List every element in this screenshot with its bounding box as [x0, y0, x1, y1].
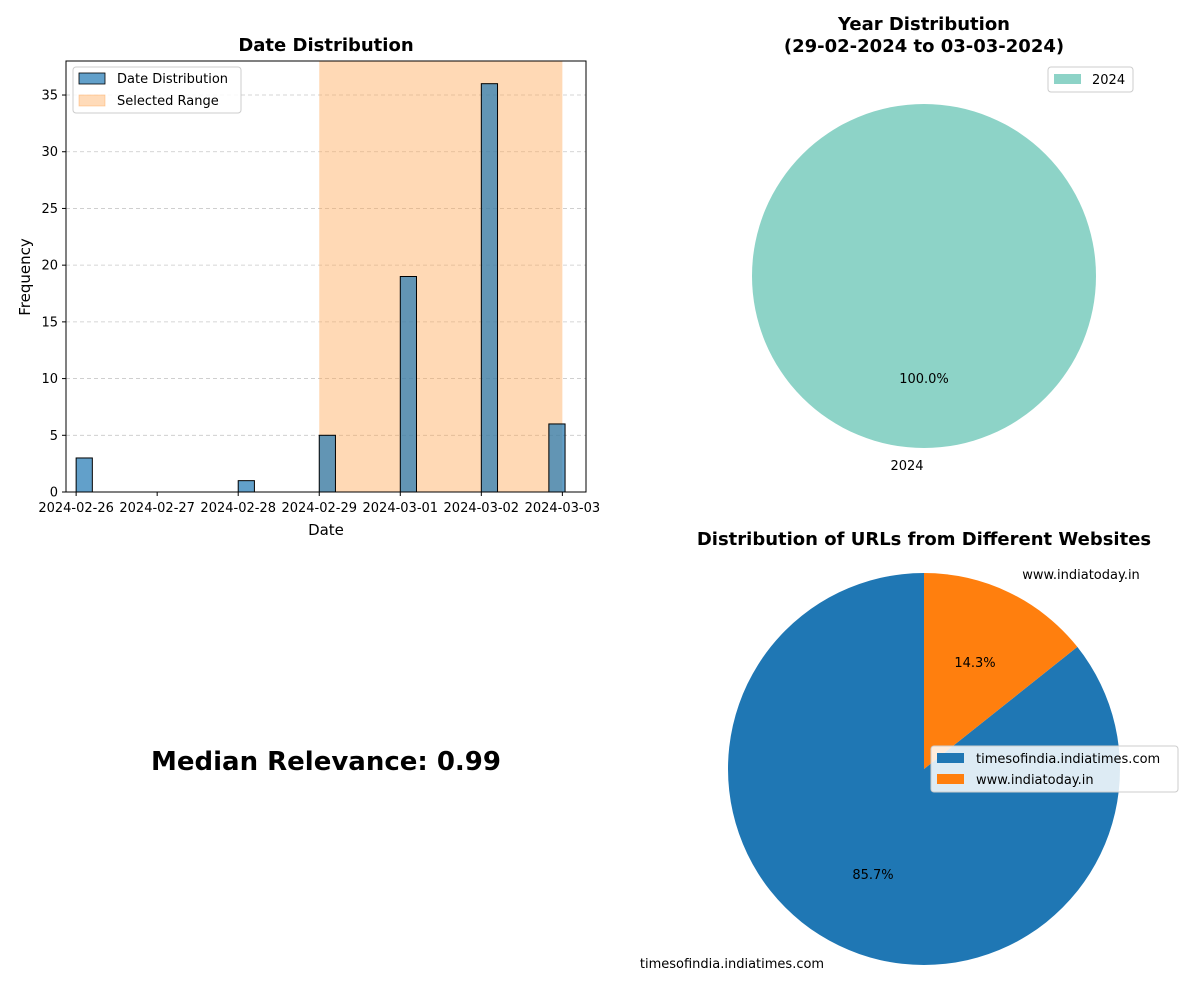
selected-range-band — [319, 61, 563, 492]
hist-plot-frame — [65, 60, 587, 493]
hist-x-tick-label: 2024-02-29 — [281, 501, 357, 516]
year-pie-title-line-1: Year Distribution — [837, 14, 1010, 35]
hist-x-tick-label: 2024-02-28 — [200, 501, 276, 516]
url-pie-legend: timesofindia.indiatimes.com www.indiatod… — [930, 745, 1179, 793]
url-legend-box — [930, 745, 1179, 793]
url-distribution-chart: Distribution of URLs from Different Webs… — [640, 529, 1179, 972]
year-pie-title-line-2: (29-02-2024 to 03-03-2024) — [784, 36, 1064, 57]
year-pie-legend: 2024 — [1047, 66, 1134, 93]
legend-swatch-timesofindia — [937, 753, 964, 763]
hist-x-tick-label: 2024-03-02 — [444, 501, 520, 516]
hist-x-ticks: 2024-02-26 2024-02-27 2024-02-28 2024-02-29… — [38, 492, 600, 516]
hist-x-tick-label: 2024-02-26 — [38, 501, 114, 516]
url-pie-title: Distribution of URLs from Different Webs… — [697, 529, 1151, 550]
hist-y-tick-label: 25 — [41, 202, 58, 217]
pie-slice-indiatoday — [924, 573, 1078, 769]
hist-y-tick-label: 15 — [41, 315, 58, 330]
hist-y-tick-label: 35 — [41, 89, 58, 104]
pie-slice-timesofindia — [727, 573, 1120, 965]
hist-y-tick-label: 5 — [50, 429, 58, 444]
date-distribution-chart: Date Distribution 0 5 10 15 20 25 30 35 2024-02… — [16, 35, 600, 539]
hist-title: Date Distribution — [238, 35, 413, 56]
hist-y-tick-label: 0 — [50, 486, 58, 501]
hist-legend-box — [72, 66, 242, 114]
hist-y-tick-label: 30 — [41, 145, 58, 160]
url-pie-pct-label-indiatoday: 14.3% — [954, 656, 995, 671]
legend-swatch-date-distribution — [78, 72, 106, 85]
hist-bar — [399, 276, 417, 493]
hist-legend: Date Distribution Selected Range — [72, 66, 242, 114]
year-distribution-chart: Year Distribution (29-02-2024 to 03-03-2… — [752, 14, 1134, 474]
hist-y-axis-label: Frequency — [16, 238, 34, 316]
hist-y-tick-label: 20 — [41, 259, 58, 274]
legend-swatch-indiatoday — [937, 774, 964, 784]
legend-label-indiatoday: www.indiatoday.in — [976, 773, 1094, 788]
year-legend-box — [1047, 66, 1134, 93]
legend-label-timesofindia: timesofindia.indiatimes.com — [976, 752, 1160, 767]
hist-bar — [318, 434, 336, 493]
hist-bar — [237, 480, 255, 493]
pie-slice-2024 — [752, 104, 1096, 448]
hist-y-ticks: 0 5 10 15 20 25 30 35 — [41, 89, 66, 501]
legend-label-date-distribution: Date Distribution — [117, 72, 228, 87]
legend-swatch-selected-range — [78, 94, 106, 107]
year-pie-pct-label: 100.0% — [899, 372, 949, 387]
hist-bars — [75, 83, 566, 493]
url-pie-pct-label-timesofindia: 85.7% — [852, 868, 893, 883]
hist-bar — [75, 457, 93, 493]
hist-x-axis-label: Date — [308, 521, 344, 539]
hist-x-tick-label: 2024-02-27 — [119, 501, 195, 516]
hist-bar — [548, 423, 566, 493]
hist-x-tick-label: 2024-03-01 — [363, 501, 439, 516]
hist-bar — [480, 83, 499, 493]
url-pie-slice-label-indiatoday: www.indiatoday.in — [1022, 568, 1140, 583]
legend-swatch-2024 — [1054, 74, 1081, 84]
year-pie-slice-label: 2024 — [890, 459, 923, 474]
hist-x-tick-label: 2024-03-03 — [525, 501, 601, 516]
url-pie-slice-label-timesofindia: timesofindia.indiatimes.com — [640, 957, 824, 972]
legend-label-selected-range: Selected Range — [117, 94, 219, 109]
legend-label-2024: 2024 — [1092, 73, 1125, 88]
hist-y-tick-label: 10 — [41, 372, 58, 387]
median-relevance-text: Median Relevance: 0.99 — [151, 747, 501, 777]
